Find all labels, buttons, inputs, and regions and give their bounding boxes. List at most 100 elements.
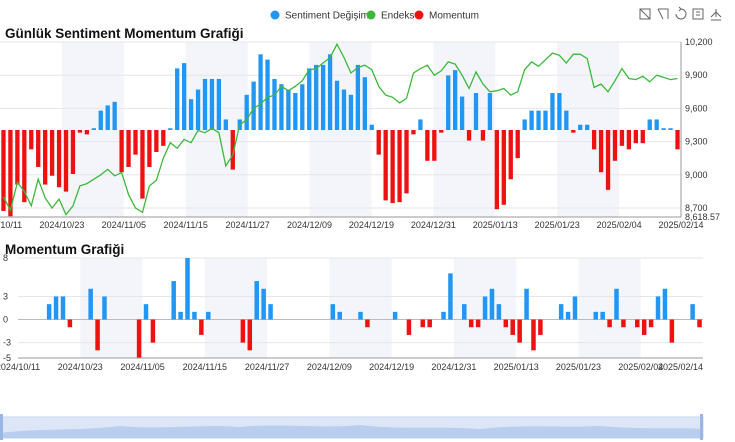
sentiment-bar[interactable]	[56, 130, 62, 188]
momentum-bar[interactable]	[489, 288, 495, 320]
sentiment-bar[interactable]	[362, 77, 367, 130]
momentum-bar[interactable]	[607, 319, 612, 328]
momentum-bar[interactable]	[524, 288, 529, 320]
sentiment-bar[interactable]	[320, 64, 326, 130]
sentiment-bar[interactable]	[550, 93, 555, 130]
momentum-bar[interactable]	[171, 281, 176, 320]
momentum-bar[interactable]	[178, 311, 183, 320]
sentiment-bar[interactable]	[411, 130, 416, 135]
sentiment-bar[interactable]	[619, 130, 625, 146]
sentiment-bar[interactable]	[376, 130, 381, 155]
zoom-icon[interactable]	[639, 8, 651, 20]
legend-item-sentiment[interactable]: Sentiment Değişimi	[270, 10, 372, 22]
sentiment-bar[interactable]	[341, 89, 347, 130]
sentiment-bar[interactable]	[432, 130, 437, 161]
sentiment-bar[interactable]	[216, 78, 222, 130]
momentum-bar[interactable]	[136, 319, 142, 358]
sentiment-bar[interactable]	[543, 110, 548, 130]
sentiment-bar[interactable]	[578, 124, 583, 130]
sentiment-bar[interactable]	[22, 130, 27, 203]
endeks-series-line[interactable]	[2, 42, 678, 216]
sentiment-bar[interactable]	[119, 130, 124, 173]
sentiment-bar[interactable]	[272, 78, 277, 130]
sentiment-bar[interactable]	[244, 94, 249, 130]
momentum-bar[interactable]	[531, 319, 536, 351]
sentiment-bar[interactable]	[612, 130, 618, 161]
momentum-bar[interactable]	[655, 296, 661, 320]
sentiment-bar[interactable]	[536, 110, 541, 130]
sentiment-bar[interactable]	[459, 96, 465, 130]
sentiment-bar[interactable]	[147, 130, 152, 167]
sentiment-bar[interactable]	[49, 130, 55, 176]
momentum-bar[interactable]	[510, 319, 515, 335]
sentiment-bar[interactable]	[327, 54, 333, 130]
sentiment-bar[interactable]	[126, 130, 131, 167]
sentiment-bar[interactable]	[307, 68, 312, 130]
momentum-bar[interactable]	[337, 311, 342, 320]
sentiment-bar[interactable]	[397, 130, 402, 203]
sentiment-bar[interactable]	[557, 93, 562, 130]
sentiment-bar[interactable]	[585, 124, 590, 130]
momentum-bar[interactable]	[690, 304, 695, 320]
momentum-bar[interactable]	[268, 304, 273, 320]
sentiment-bar[interactable]	[675, 130, 680, 150]
sentiment-bar[interactable]	[15, 130, 20, 185]
momentum-bar[interactable]	[53, 296, 59, 320]
momentum-bar[interactable]	[185, 258, 190, 320]
momentum-bar[interactable]	[621, 319, 626, 328]
momentum-bar[interactable]	[697, 319, 702, 328]
sentiment-bar[interactable]	[654, 119, 659, 130]
zoom-reset-icon[interactable]	[657, 8, 669, 20]
momentum-bar[interactable]	[441, 311, 446, 320]
momentum-bar[interactable]	[558, 304, 564, 320]
sentiment-bar[interactable]	[36, 130, 41, 167]
sentiment-bar[interactable]	[446, 75, 451, 130]
sentiment-bar[interactable]	[98, 110, 103, 130]
sentiment-bar[interactable]	[508, 130, 513, 180]
sentiment-bar[interactable]	[265, 59, 270, 130]
sentiment-bar[interactable]	[251, 81, 256, 130]
data-zoom-slider[interactable]	[0, 414, 704, 440]
momentum-bar[interactable]	[468, 319, 474, 328]
sentiment-bar[interactable]	[105, 105, 110, 130]
momentum-bar[interactable]	[593, 311, 599, 320]
momentum-bar[interactable]	[406, 319, 412, 335]
momentum-bar[interactable]	[46, 304, 52, 320]
sentiment-bar[interactable]	[293, 93, 298, 130]
sentiment-bar[interactable]	[383, 130, 388, 201]
sentiment-bar[interactable]	[501, 130, 506, 205]
sentiment-bar[interactable]	[529, 110, 534, 130]
momentum-bar[interactable]	[565, 311, 571, 320]
momentum-bar[interactable]	[206, 311, 211, 320]
sentiment-bar[interactable]	[439, 130, 444, 133]
save-image-icon[interactable]	[710, 9, 722, 21]
slider-handle-right[interactable]	[700, 414, 703, 440]
momentum-bar[interactable]	[95, 319, 100, 351]
momentum-bar[interactable]	[462, 304, 467, 320]
sentiment-bar[interactable]	[202, 78, 208, 130]
sentiment-bar[interactable]	[300, 84, 305, 130]
momentum-bar[interactable]	[641, 319, 647, 335]
sentiment-bar[interactable]	[77, 130, 83, 133]
sentiment-bar[interactable]	[355, 64, 361, 130]
momentum-bar[interactable]	[517, 319, 522, 343]
sentiment-bar[interactable]	[647, 119, 652, 130]
momentum-bar[interactable]	[392, 311, 398, 320]
sentiment-bar[interactable]	[668, 128, 673, 130]
sentiment-bar[interactable]	[390, 130, 395, 204]
legend-item-momentum[interactable]: Momentum	[414, 10, 480, 22]
momentum-bar[interactable]	[88, 288, 93, 320]
sentiment-bar[interactable]	[453, 70, 458, 130]
sentiment-bar[interactable]	[591, 130, 597, 150]
sentiment-bar[interactable]	[195, 89, 201, 130]
sentiment-bar[interactable]	[223, 119, 228, 130]
sentiment-bar[interactable]	[522, 119, 527, 130]
momentum-bar[interactable]	[247, 319, 253, 351]
sentiment-bar[interactable]	[633, 130, 638, 144]
sentiment-bar[interactable]	[181, 63, 187, 131]
data-view-icon[interactable]	[692, 8, 704, 20]
sentiment-bar[interactable]	[661, 128, 666, 130]
momentum-bar[interactable]	[199, 319, 204, 335]
momentum-bar[interactable]	[482, 296, 488, 320]
sentiment-bar[interactable]	[334, 80, 340, 130]
